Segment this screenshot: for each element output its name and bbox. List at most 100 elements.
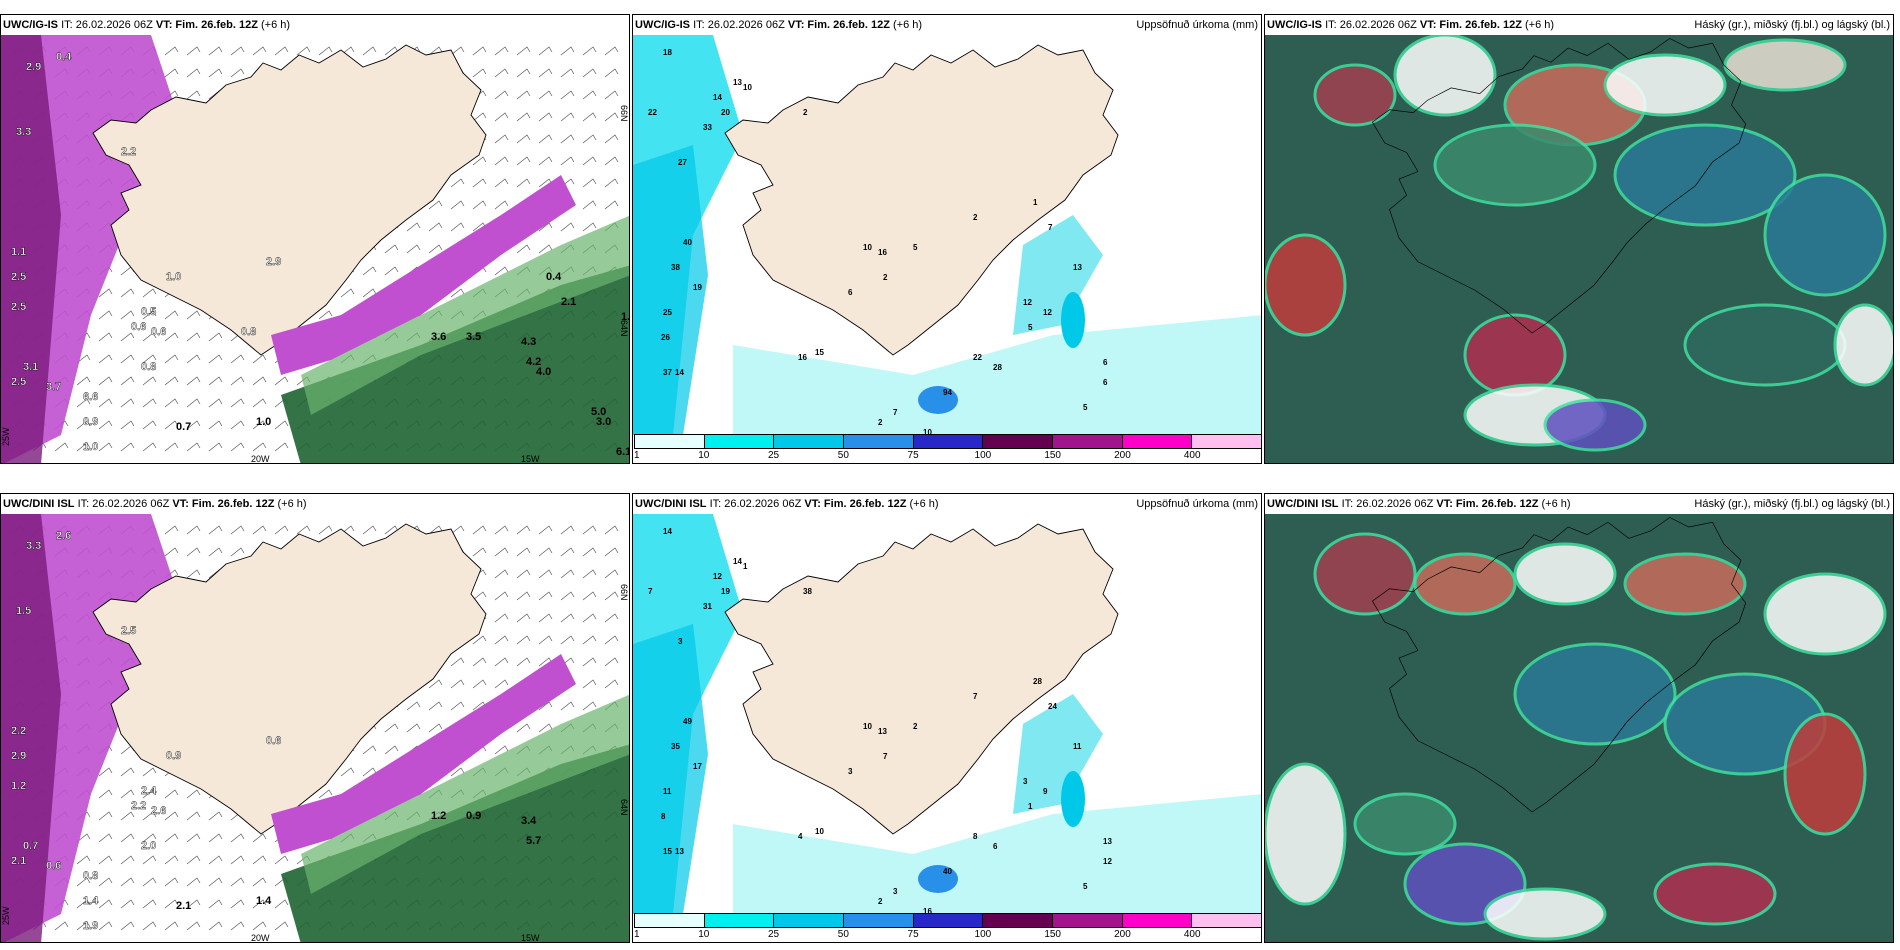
wind-barb	[516, 68, 531, 78]
wind-barb	[142, 310, 157, 320]
wind-barb	[252, 525, 267, 535]
wind-barb	[142, 420, 157, 430]
precip-value-label: 8	[661, 812, 666, 821]
wind-barb	[98, 310, 113, 320]
wind-barb	[406, 701, 421, 711]
wind-barb	[76, 899, 91, 909]
wind-barb	[428, 525, 443, 535]
wind-barb	[252, 855, 267, 865]
lon-label: 20W	[251, 933, 270, 943]
cloud-area	[1623, 552, 1747, 616]
precip-value-label: 2	[913, 722, 918, 731]
wind-barb	[384, 525, 399, 535]
wind-value-label: 3.3	[16, 126, 31, 138]
wind-barb	[516, 178, 531, 188]
wind-barb	[604, 613, 619, 623]
wind-barb	[98, 332, 113, 342]
precip-value-label: 40	[943, 867, 952, 876]
wind-barb	[494, 266, 509, 276]
wind-barb	[164, 332, 179, 342]
wind-barb	[560, 569, 575, 579]
iceland-landmass	[724, 44, 1119, 356]
wind-barb	[208, 46, 223, 56]
colorbar-ticks: 1 10 25 50 75 100 150 200 400	[634, 449, 1261, 463]
lead-time: (+6 h)	[277, 498, 307, 510]
wind-value-label: 0.4	[546, 271, 562, 283]
init-time: IT: 26.02.2026 06Z	[693, 19, 785, 31]
wind-barb	[230, 420, 245, 430]
wind-value-label: 2.5	[121, 625, 136, 637]
wind-barb	[450, 178, 465, 188]
wind-barb	[120, 877, 135, 887]
wind-value-label: 2.4	[141, 785, 157, 797]
wind-barb	[274, 921, 289, 931]
wind-value-label: 4.2	[526, 356, 541, 368]
wind-barb	[252, 877, 267, 887]
wind-barb	[120, 921, 135, 931]
wind-value-label: 0.9	[166, 750, 181, 762]
wind-barb	[274, 376, 289, 386]
precip-value-label: 10	[743, 83, 752, 92]
wind-barb	[142, 288, 157, 298]
wind-value-label: 1.0	[166, 271, 181, 283]
precip-value-label: 14	[733, 557, 742, 566]
rain-band-south	[281, 265, 629, 463]
wind-barb	[516, 46, 531, 56]
precip-value-label: 15	[663, 847, 672, 856]
wind-barb	[538, 591, 553, 601]
snow-core-west	[1, 35, 61, 463]
wind-barb	[274, 855, 289, 865]
precip-value-label: 13	[878, 727, 887, 736]
wind-barb	[98, 420, 113, 430]
precip-value-label: 33	[703, 123, 712, 132]
lat-label: 66N	[619, 584, 629, 601]
wind-barb	[142, 789, 157, 799]
precip-colorbar	[634, 913, 1261, 928]
rain-band-south-light	[301, 694, 629, 894]
wind-precip-panel-dini: UWC/DINI ISL IT: 26.02.2026 06Z VT: Fim.…	[0, 493, 630, 943]
model-label: UWC/IG-IS	[635, 19, 690, 31]
wind-barb	[120, 811, 135, 821]
wind-value-label: 1.4	[256, 895, 272, 907]
precip-value-label: 11	[663, 787, 672, 796]
wind-barb	[76, 833, 91, 843]
wind-barb	[98, 877, 113, 887]
colorbar-swatch	[913, 435, 984, 448]
wind-barb	[208, 811, 223, 821]
wind-barb	[164, 442, 179, 452]
colorbar-tick-label: 100	[974, 450, 992, 461]
snow-core-west	[1, 514, 61, 942]
wind-barb	[252, 899, 267, 909]
colorbar-swatch	[1122, 435, 1193, 448]
wind-barb	[208, 332, 223, 342]
precip-value-label: 13	[675, 847, 684, 856]
wind-barb	[582, 591, 597, 601]
wind-value-label: 1.2	[431, 810, 446, 822]
wind-barb	[142, 855, 157, 865]
wind-barb	[186, 547, 201, 557]
colorbar-swatch	[635, 435, 705, 448]
lat-label: 64N	[619, 320, 629, 337]
wind-barb	[164, 789, 179, 799]
wind-barb	[120, 767, 135, 777]
wind-barb	[516, 244, 531, 254]
wind-barb	[604, 134, 619, 144]
wind-barb	[230, 68, 245, 78]
lon-label: 25W	[1, 427, 11, 446]
wind-barb	[208, 899, 223, 909]
wind-barb	[428, 200, 443, 210]
lon-label: 20W	[251, 454, 270, 464]
wind-value-label: 5.0	[591, 406, 606, 418]
wind-barb	[208, 420, 223, 430]
wind-barb	[120, 354, 135, 364]
wind-value-label: 0.6	[46, 860, 61, 872]
wind-barb	[164, 547, 179, 557]
precip-value-label: 14	[675, 368, 684, 377]
wind-barb	[230, 899, 245, 909]
wind-barb	[516, 156, 531, 166]
wind-barb	[164, 811, 179, 821]
wind-value-label: 2.5	[11, 376, 26, 388]
wind-barb	[186, 899, 201, 909]
precip-value-label: 31	[703, 602, 712, 611]
wind-barb	[230, 547, 245, 557]
